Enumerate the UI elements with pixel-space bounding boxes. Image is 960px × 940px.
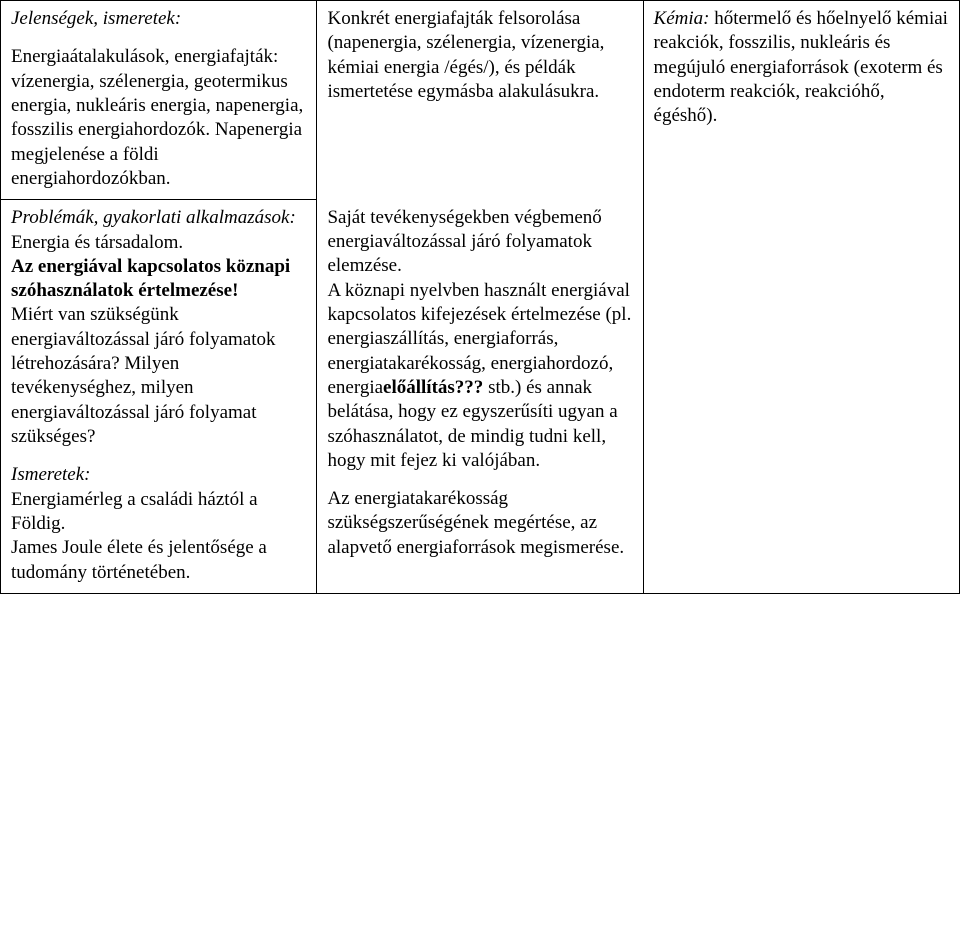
text: Saját tevékenységekben végbemenő energia… [327, 207, 601, 277]
content-table: Jelenségek, ismeretek: Energiaátalakulás… [0, 0, 960, 594]
subject-label: Kémia: [654, 8, 710, 29]
text: Miért van szükségünk energiaváltozással … [11, 304, 276, 447]
paragraph: Energiaátalakulások, energiafajták: víze… [11, 45, 306, 191]
heading-phenomena: Jelenségek, ismeretek: [11, 7, 306, 31]
cell-r1c1: Jelenségek, ismeretek: Energiaátalakulás… [1, 1, 317, 200]
text-bold: előállítás??? [383, 377, 483, 398]
cell-r2c3 [643, 200, 959, 594]
text: Energia és társadalom. [11, 232, 183, 253]
cell-r2c1: Problémák, gyakorlati alkalmazások: Ener… [1, 200, 317, 594]
text-bold: Az energiával kapcsolatos köznapi szóhas… [11, 256, 290, 301]
text: James Joule élete és jelentősége a tudom… [11, 537, 267, 582]
cell-r2c2: Saját tevékenységekben végbemenő energia… [317, 200, 643, 594]
paragraph: Saját tevékenységekben végbemenő energia… [327, 206, 632, 473]
table-row: Jelenségek, ismeretek: Energiaátalakulás… [1, 1, 960, 200]
heading-knowledge: Ismeretek: [11, 464, 90, 485]
cell-r1c3: Kémia: hőtermelő és hőelnyelő kémiai rea… [643, 1, 959, 200]
heading-problems: Problémák, gyakorlati alkalmazások: [11, 207, 296, 228]
paragraph: Az energiatakarékosság szükségszerűségén… [327, 487, 632, 560]
paragraph: Problémák, gyakorlati alkalmazások: Ener… [11, 206, 306, 449]
paragraph: Kémia: hőtermelő és hőelnyelő kémiai rea… [654, 7, 949, 129]
text: Energiamérleg a családi háztól a Földig. [11, 489, 258, 534]
paragraph: Konkrét energiafajták felsorolása (napen… [327, 7, 632, 104]
table-row: Problémák, gyakorlati alkalmazások: Ener… [1, 200, 960, 594]
paragraph: Ismeretek: Energiamérleg a családi háztó… [11, 463, 306, 585]
cell-r1c2: Konkrét energiafajták felsorolása (napen… [317, 1, 643, 200]
